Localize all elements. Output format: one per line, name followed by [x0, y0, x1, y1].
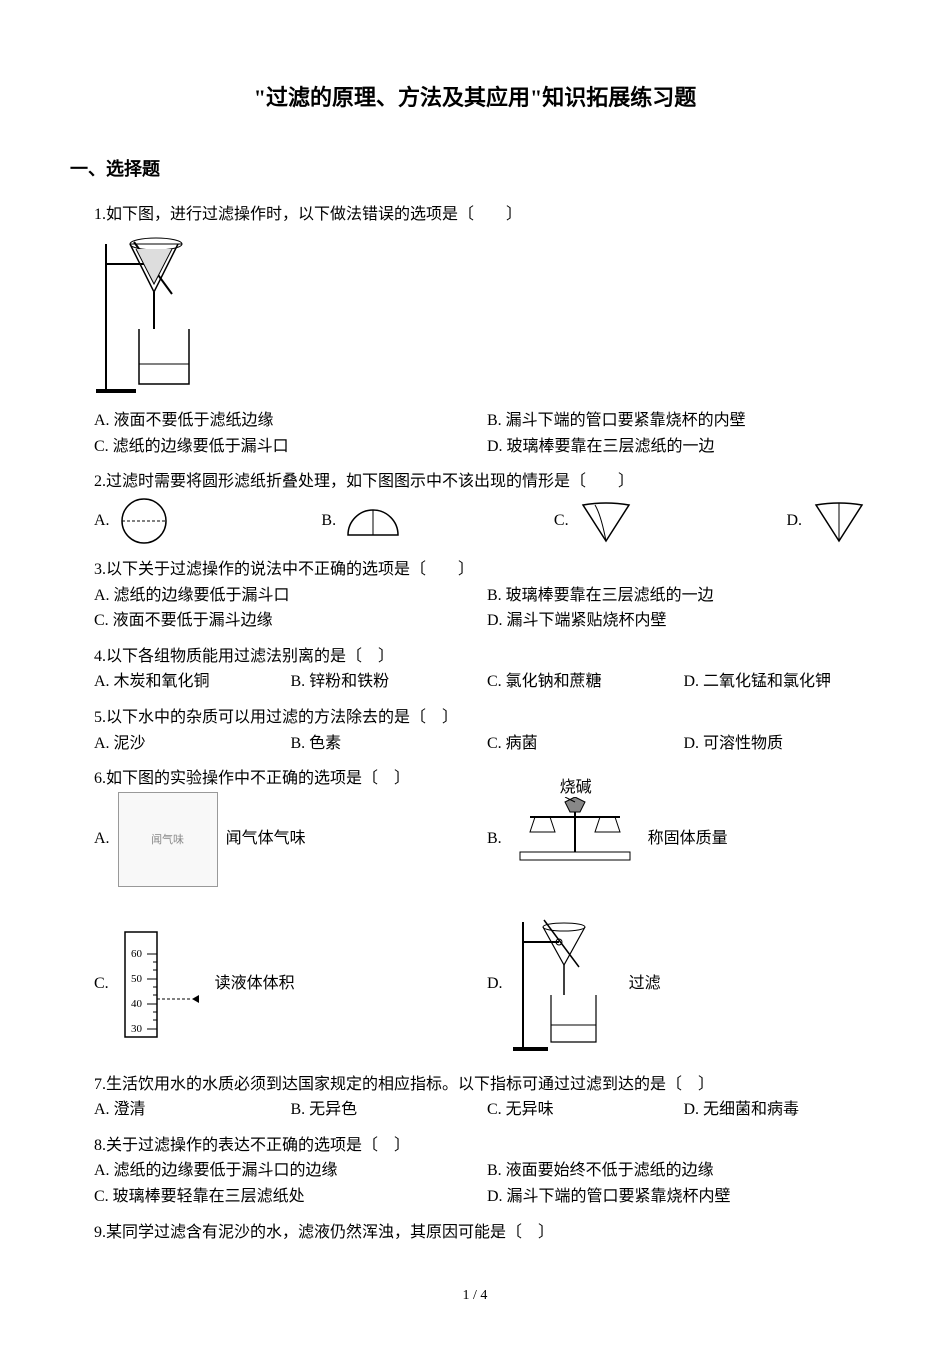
q4-opt-c: C. 氯化钠和蔗糖 [487, 669, 684, 695]
q5-options: A. 泥沙 B. 色素 C. 病菌 D. 可溶性物质 [94, 731, 880, 757]
question-9: 9.某同学过滤含有泥沙的水，滤液仍然浑浊，其原因可能是〔 〕 [70, 1220, 880, 1246]
q5-opt-c: C. 病菌 [487, 731, 684, 757]
q7-opt-a: A. 澄清 [94, 1097, 291, 1123]
q6-d-caption: 过滤 [629, 971, 661, 997]
q6-text: 6.如下图的实验操作中不正确的选项是〔 〕 [70, 766, 880, 792]
q2-opt-a: A. [94, 495, 172, 547]
q7-text: 7.生活饮用水的水质必须到达国家规定的相应指标。以下指标可通过过滤到达的是〔 〕 [70, 1072, 880, 1098]
svg-text:50: 50 [131, 973, 143, 985]
q4-opt-a: A. 木炭和氧化铜 [94, 669, 291, 695]
q2-opt-c: C. [554, 495, 637, 547]
q1-opt-a: A. 液面不要低于滤纸边缘 [94, 408, 487, 434]
q5-opt-b: B. 色素 [291, 731, 488, 757]
q6-b-caption: 称固体质量 [648, 826, 728, 852]
q2-b-label: B. [321, 508, 336, 534]
q2-text: 2.过滤时需要将圆形滤纸折叠处理，如下图图示中不该出现的情形是〔 〕 [70, 469, 880, 495]
section-heading: 一、选择题 [70, 155, 880, 184]
q3-text: 3.以下关于过滤操作的说法中不正确的选项是〔 〕 [70, 557, 880, 583]
q7-opt-d: D. 无细菌和病毒 [684, 1097, 881, 1123]
q1-text: 1.如下图，进行过滤操作时，以下做法错误的选项是〔 〕 [70, 202, 880, 228]
q8-text: 8.关于过滤操作的表达不正确的选项是〔 〕 [70, 1133, 880, 1159]
q6-a-label: A. [94, 826, 110, 852]
page-footer: 1 / 4 [70, 1285, 880, 1307]
q1-options: A. 液面不要低于滤纸边缘 B. 漏斗下端的管口要紧靠烧杯的内壁 C. 滤纸的边… [94, 408, 880, 459]
question-4: 4.以下各组物质能用过滤法别离的是〔 〕 A. 木炭和氧化铜 B. 锌粉和铁粉 … [70, 644, 880, 695]
q2-opt-d: D. [786, 495, 870, 547]
q3-opt-b: B. 玻璃棒要靠在三层滤纸的一边 [487, 583, 880, 609]
question-6: 6.如下图的实验操作中不正确的选项是〔 〕 A. 闻气味 闻气体气味 B. 烧碱 [70, 766, 880, 1052]
q7-options: A. 澄清 B. 无异色 C. 无异味 D. 无细菌和病毒 [94, 1097, 880, 1123]
q2-options: A. B. C. D. [94, 495, 880, 547]
q6-opt-d: D. 过滤 [487, 917, 880, 1052]
q5-opt-d: D. 可溶性物质 [684, 731, 881, 757]
q6-c-label: C. [94, 971, 109, 997]
q3-opt-c: C. 液面不要低于漏斗边缘 [94, 608, 487, 634]
q5-text: 5.以下水中的杂质可以用过滤的方法除去的是〔 〕 [70, 705, 880, 731]
q4-options: A. 木炭和氧化铜 B. 锌粉和铁粉 C. 氯化钠和蔗糖 D. 二氧化锰和氯化钾 [94, 669, 880, 695]
svg-text:40: 40 [131, 998, 143, 1010]
q2-a-label: A. [94, 508, 110, 534]
q3-opt-a: A. 滤纸的边缘要低于漏斗口 [94, 583, 487, 609]
q8-opt-c: C. 玻璃棒要轻靠在三层滤纸处 [94, 1184, 487, 1210]
q6-b-naoh-label: 烧碱 [560, 775, 592, 801]
q2-c-label: C. [554, 508, 569, 534]
q1-opt-d: D. 玻璃棒要靠在三层滤纸的一边 [487, 434, 880, 460]
q1-figure [94, 234, 880, 403]
q5-opt-a: A. 泥沙 [94, 731, 291, 757]
q8-opt-d: D. 漏斗下端的管口要紧靠烧杯内壁 [487, 1184, 880, 1210]
q3-options: A. 滤纸的边缘要低于漏斗口 B. 玻璃棒要靠在三层滤纸的一边 C. 液面不要低… [94, 583, 880, 634]
q6-a-figure: 闻气味 [118, 792, 218, 887]
q1-opt-c: C. 滤纸的边缘要低于漏斗口 [94, 434, 487, 460]
q6-opt-b: B. 烧碱 称固体质量 [487, 797, 880, 881]
question-5: 5.以下水中的杂质可以用过滤的方法除去的是〔 〕 A. 泥沙 B. 色素 C. … [70, 705, 880, 756]
q1-opt-b: B. 漏斗下端的管口要紧靠烧杯的内壁 [487, 408, 880, 434]
svg-text:60: 60 [131, 948, 143, 960]
q8-opt-a: A. 滤纸的边缘要低于漏斗口的边缘 [94, 1158, 487, 1184]
q7-opt-b: B. 无异色 [291, 1097, 488, 1123]
page-title: "过滤的原理、方法及其应用"知识拓展练习题 [70, 80, 880, 115]
question-8: 8.关于过滤操作的表达不正确的选项是〔 〕 A. 滤纸的边缘要低于漏斗口的边缘 … [70, 1133, 880, 1210]
q6-row2: C. 60 50 40 30 读液体体积 D. [94, 917, 880, 1052]
q7-opt-c: C. 无异味 [487, 1097, 684, 1123]
q2-opt-b: B. [321, 495, 404, 547]
q4-opt-b: B. 锌粉和铁粉 [291, 669, 488, 695]
q4-text: 4.以下各组物质能用过滤法别离的是〔 〕 [70, 644, 880, 670]
q4-opt-d: D. 二氧化锰和氯化钾 [684, 669, 881, 695]
q6-row1: A. 闻气味 闻气体气味 B. 烧碱 称固体质量 [94, 792, 880, 887]
q2-d-label: D. [786, 508, 802, 534]
question-3: 3.以下关于过滤操作的说法中不正确的选项是〔 〕 A. 滤纸的边缘要低于漏斗口 … [70, 557, 880, 634]
q6-b-label: B. [487, 826, 502, 852]
question-7: 7.生活饮用水的水质必须到达国家规定的相应指标。以下指标可通过过滤到达的是〔 〕… [70, 1072, 880, 1123]
q6-a-caption: 闻气体气味 [226, 826, 306, 852]
q8-options: A. 滤纸的边缘要低于漏斗口的边缘 B. 液面要始终不低于滤纸的边缘 C. 玻璃… [94, 1158, 880, 1209]
q9-text: 9.某同学过滤含有泥沙的水，滤液仍然浑浊，其原因可能是〔 〕 [70, 1220, 880, 1246]
q8-opt-b: B. 液面要始终不低于滤纸的边缘 [487, 1158, 880, 1184]
question-1: 1.如下图，进行过滤操作时，以下做法错误的选项是〔 〕 A. 液面不要低于滤纸边… [70, 202, 880, 459]
q6-c-caption: 读液体体积 [215, 971, 295, 997]
q6-opt-a: A. 闻气味 闻气体气味 [94, 792, 487, 887]
q3-opt-d: D. 漏斗下端紧贴烧杯内壁 [487, 608, 880, 634]
q6-opt-c: C. 60 50 40 30 读液体体积 [94, 927, 487, 1042]
question-2: 2.过滤时需要将圆形滤纸折叠处理，如下图图示中不该出现的情形是〔 〕 A. B.… [70, 469, 880, 547]
svg-text:30: 30 [131, 1023, 143, 1035]
q6-d-label: D. [487, 971, 503, 997]
